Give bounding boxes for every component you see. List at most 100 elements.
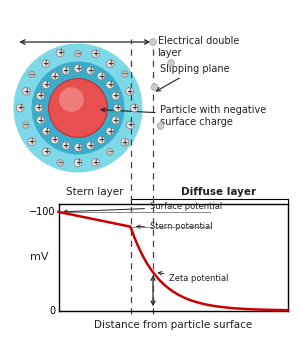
Circle shape: [86, 67, 94, 74]
Text: +: +: [75, 143, 81, 152]
Circle shape: [22, 122, 29, 128]
Circle shape: [106, 81, 114, 89]
Text: −: −: [28, 70, 35, 79]
Circle shape: [122, 71, 128, 77]
Circle shape: [28, 138, 36, 146]
Text: +: +: [75, 64, 81, 73]
Text: +: +: [112, 91, 118, 100]
Circle shape: [42, 148, 50, 156]
Text: +: +: [43, 80, 49, 89]
Circle shape: [112, 116, 119, 124]
Text: +: +: [98, 72, 104, 81]
Circle shape: [42, 127, 50, 135]
Circle shape: [97, 136, 105, 144]
Text: 0: 0: [50, 306, 56, 316]
Text: Surface potential: Surface potential: [64, 202, 222, 213]
Text: −: −: [57, 159, 63, 167]
Text: −: −: [107, 147, 113, 156]
Circle shape: [168, 60, 174, 66]
Circle shape: [16, 104, 24, 112]
Circle shape: [126, 87, 134, 95]
Text: Slipping plane: Slipping plane: [157, 64, 230, 91]
Circle shape: [75, 50, 81, 57]
Text: +: +: [43, 59, 49, 68]
Circle shape: [62, 67, 70, 74]
Text: +: +: [107, 80, 113, 89]
Circle shape: [92, 159, 100, 166]
Circle shape: [59, 87, 84, 112]
Text: +: +: [92, 158, 99, 167]
Text: +: +: [87, 66, 93, 75]
Text: +: +: [122, 137, 128, 146]
Circle shape: [51, 136, 59, 144]
Circle shape: [56, 49, 64, 57]
Text: +: +: [43, 147, 49, 156]
Text: −: −: [22, 120, 29, 130]
Text: +: +: [98, 135, 104, 145]
Text: +: +: [43, 127, 49, 136]
Text: +: +: [131, 104, 137, 112]
Circle shape: [35, 104, 43, 112]
Text: +: +: [92, 49, 99, 58]
Circle shape: [106, 127, 114, 135]
Circle shape: [14, 44, 142, 172]
Text: +: +: [107, 127, 113, 136]
Text: +: +: [114, 104, 121, 112]
Text: +: +: [23, 87, 30, 96]
Circle shape: [42, 81, 50, 89]
Text: +: +: [87, 141, 93, 150]
Text: Electrical double
layer: Electrical double layer: [158, 36, 239, 57]
Circle shape: [22, 87, 30, 95]
Circle shape: [113, 104, 122, 112]
Circle shape: [37, 92, 44, 100]
Text: mV: mV: [30, 252, 48, 262]
Circle shape: [150, 39, 156, 45]
Circle shape: [32, 61, 124, 155]
Circle shape: [92, 50, 100, 57]
Text: +: +: [75, 159, 81, 167]
Circle shape: [126, 121, 134, 129]
Circle shape: [57, 160, 63, 166]
Circle shape: [112, 92, 119, 100]
Text: Particle with negative
surface charge: Particle with negative surface charge: [101, 105, 267, 126]
Text: −100: −100: [29, 207, 56, 217]
Text: +: +: [63, 66, 69, 75]
Circle shape: [51, 72, 59, 80]
Text: +: +: [38, 116, 44, 125]
Circle shape: [106, 149, 113, 155]
Circle shape: [74, 159, 82, 167]
Text: Diffuse layer: Diffuse layer: [181, 187, 256, 197]
Circle shape: [86, 142, 94, 150]
Circle shape: [62, 142, 70, 150]
Text: −: −: [122, 70, 128, 79]
Circle shape: [130, 104, 138, 112]
Text: +: +: [35, 104, 42, 112]
Circle shape: [28, 71, 35, 78]
Text: Stern layer: Stern layer: [66, 187, 123, 197]
Circle shape: [74, 144, 82, 151]
Text: +: +: [17, 104, 23, 112]
Circle shape: [106, 60, 114, 67]
Circle shape: [97, 72, 105, 80]
Circle shape: [74, 65, 82, 72]
Circle shape: [42, 60, 50, 67]
Circle shape: [121, 138, 129, 146]
Circle shape: [49, 79, 107, 137]
Text: Stern potential: Stern potential: [137, 222, 213, 231]
Text: +: +: [107, 59, 113, 68]
Text: +: +: [127, 120, 134, 130]
Text: +: +: [52, 135, 58, 145]
Text: +: +: [38, 91, 44, 100]
Text: +: +: [63, 141, 69, 150]
Text: +: +: [112, 116, 118, 125]
Text: +: +: [126, 87, 133, 96]
Circle shape: [37, 116, 44, 124]
Text: −: −: [75, 49, 81, 58]
Text: Zeta potential: Zeta potential: [158, 272, 229, 283]
Text: Distance from particle surface: Distance from particle surface: [94, 320, 252, 330]
Circle shape: [151, 84, 158, 90]
Text: +: +: [29, 137, 35, 146]
Circle shape: [157, 123, 164, 129]
Text: +: +: [57, 49, 63, 57]
Text: +: +: [52, 72, 58, 81]
